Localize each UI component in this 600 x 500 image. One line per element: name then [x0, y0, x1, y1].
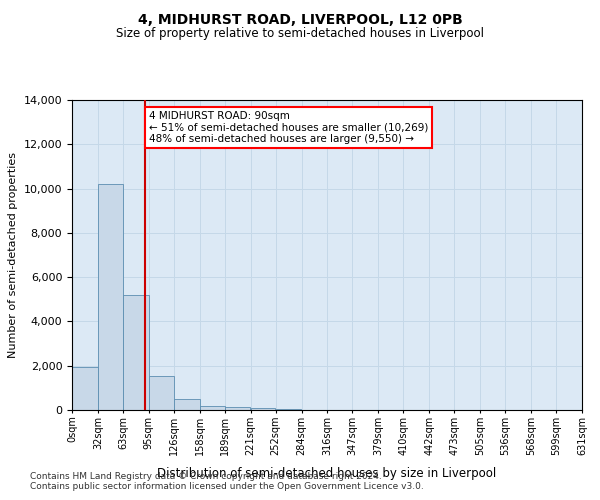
- Text: 4, MIDHURST ROAD, LIVERPOOL, L12 0PB: 4, MIDHURST ROAD, LIVERPOOL, L12 0PB: [137, 12, 463, 26]
- Text: Size of property relative to semi-detached houses in Liverpool: Size of property relative to semi-detach…: [116, 28, 484, 40]
- Text: 4 MIDHURST ROAD: 90sqm
← 51% of semi-detached houses are smaller (10,269)
48% of: 4 MIDHURST ROAD: 90sqm ← 51% of semi-det…: [149, 111, 428, 144]
- Y-axis label: Number of semi-detached properties: Number of semi-detached properties: [8, 152, 18, 358]
- Bar: [149, 376, 173, 410]
- Text: Contains public sector information licensed under the Open Government Licence v3: Contains public sector information licen…: [30, 482, 424, 491]
- Bar: [225, 408, 250, 410]
- Bar: [98, 184, 123, 410]
- Bar: [251, 408, 275, 410]
- Bar: [72, 367, 98, 410]
- Text: Contains HM Land Registry data © Crown copyright and database right 2024.: Contains HM Land Registry data © Crown c…: [30, 472, 382, 481]
- Bar: [276, 409, 301, 410]
- Bar: [200, 406, 224, 410]
- Text: Distribution of semi-detached houses by size in Liverpool: Distribution of semi-detached houses by …: [157, 468, 497, 480]
- Bar: [123, 295, 149, 410]
- Bar: [174, 399, 199, 410]
